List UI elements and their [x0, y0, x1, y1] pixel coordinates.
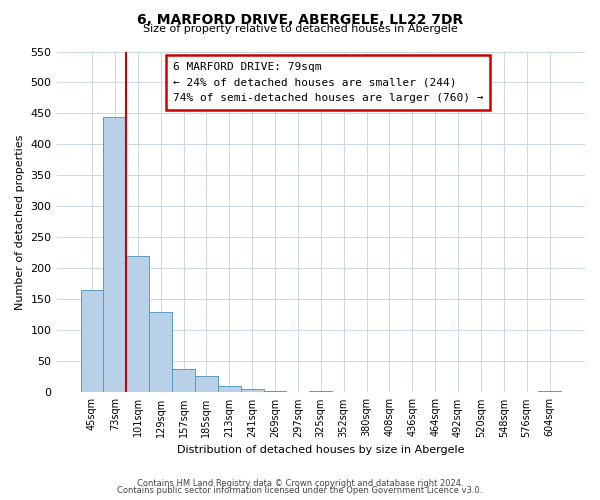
Text: 6, MARFORD DRIVE, ABERGELE, LL22 7DR: 6, MARFORD DRIVE, ABERGELE, LL22 7DR	[137, 12, 463, 26]
Bar	[172, 370, 195, 392]
Bar	[149, 312, 172, 392]
Bar	[195, 376, 218, 392]
Text: Size of property relative to detached houses in Abergele: Size of property relative to detached ho…	[143, 24, 457, 34]
Bar	[103, 116, 127, 392]
Text: 6 MARFORD DRIVE: 79sqm
← 24% of detached houses are smaller (244)
74% of semi-de: 6 MARFORD DRIVE: 79sqm ← 24% of detached…	[173, 62, 484, 103]
Bar	[538, 391, 561, 392]
Bar	[127, 256, 149, 392]
Y-axis label: Number of detached properties: Number of detached properties	[15, 134, 25, 310]
Bar	[263, 391, 286, 392]
Bar	[310, 391, 332, 392]
X-axis label: Distribution of detached houses by size in Abergele: Distribution of detached houses by size …	[177, 445, 464, 455]
Bar	[241, 390, 263, 392]
Bar	[80, 290, 103, 392]
Text: Contains public sector information licensed under the Open Government Licence v3: Contains public sector information licen…	[118, 486, 482, 495]
Text: Contains HM Land Registry data © Crown copyright and database right 2024.: Contains HM Land Registry data © Crown c…	[137, 478, 463, 488]
Bar	[218, 386, 241, 392]
